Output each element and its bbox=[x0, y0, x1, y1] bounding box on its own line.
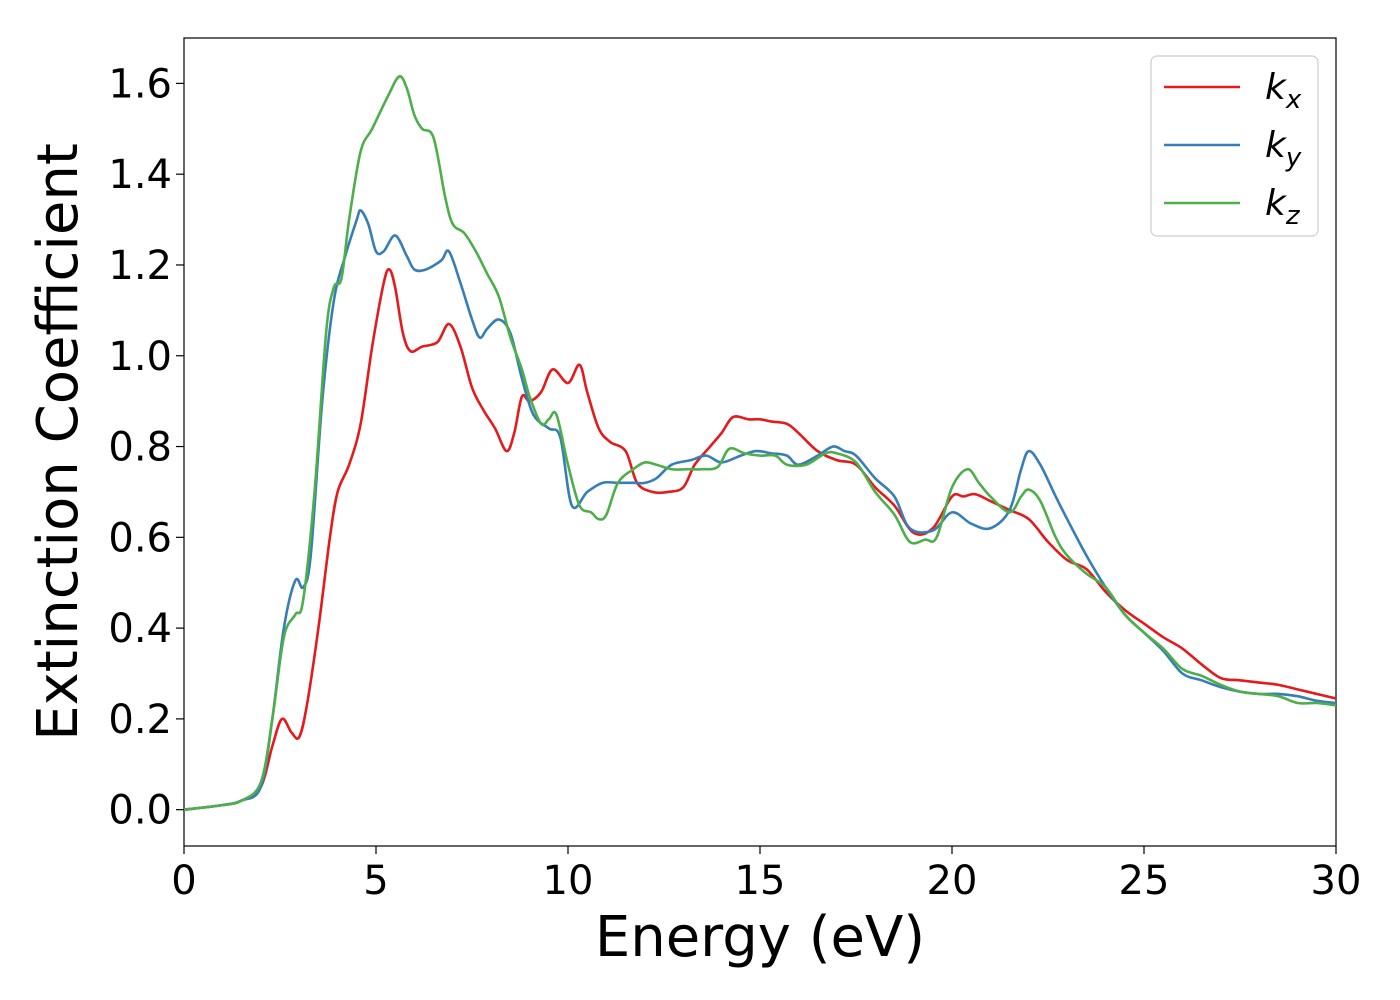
x-axis-title: Energy (eV) bbox=[595, 905, 925, 970]
series-line-ky bbox=[184, 209, 1336, 811]
x-tick-label: 15 bbox=[735, 858, 786, 904]
legend-label-kz: kz bbox=[1265, 183, 1301, 231]
y-tick-label: 1.4 bbox=[108, 152, 172, 198]
legend: kx ky kz bbox=[1150, 55, 1319, 237]
y-tick-label: 0.8 bbox=[108, 425, 172, 471]
y-tick-label: 0.4 bbox=[108, 606, 172, 652]
series-line-kz bbox=[184, 75, 1336, 811]
legend-label-ky: ky bbox=[1265, 125, 1302, 173]
y-tick-label: 0.2 bbox=[108, 697, 172, 743]
y-tick-label: 1.6 bbox=[108, 61, 172, 107]
y-tick-label: 0.0 bbox=[108, 788, 172, 834]
legend-label-kx: kx bbox=[1265, 67, 1302, 115]
y-tick-label: 1.0 bbox=[108, 334, 172, 380]
x-tick-label: 30 bbox=[1311, 858, 1362, 904]
series-line-kx bbox=[184, 268, 1336, 811]
x-tick-label: 0 bbox=[171, 858, 196, 904]
x-tick-label: 20 bbox=[927, 858, 978, 904]
y-axis-title: Extinction Coefficient bbox=[26, 143, 91, 741]
x-tick-label: 10 bbox=[543, 858, 594, 904]
y-tick-label: 0.6 bbox=[108, 515, 172, 561]
ticks-layer: 0 5 10 15 20 25 30 0.0 0.2 0.4 0.6 0.8 1.0 1.2 1.4 1.6 bbox=[108, 61, 1361, 904]
x-tick-label: 5 bbox=[363, 858, 388, 904]
x-tick-label: 25 bbox=[1119, 858, 1170, 904]
series-layer bbox=[184, 75, 1336, 811]
y-tick-label: 1.2 bbox=[108, 243, 172, 289]
